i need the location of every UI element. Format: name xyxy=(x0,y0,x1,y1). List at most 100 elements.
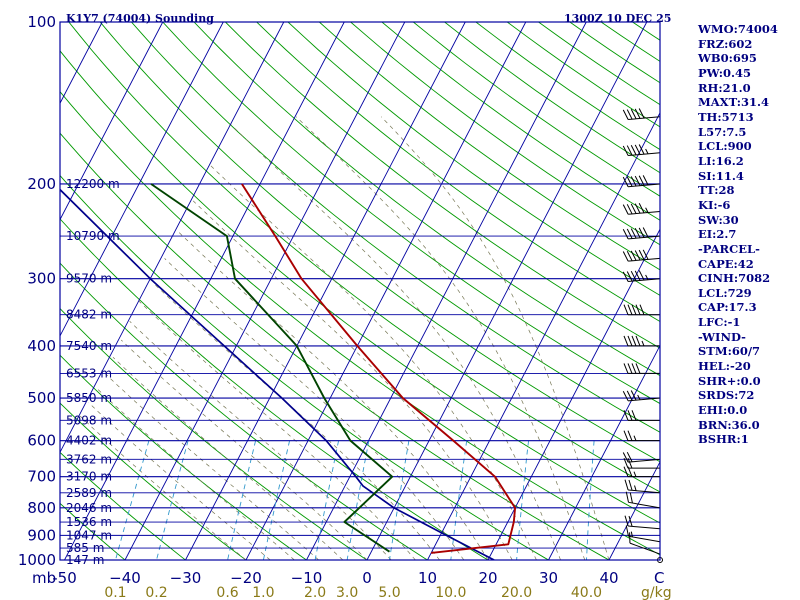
dry-adiabat xyxy=(60,307,368,560)
mixing-ratio-label: 0.1 xyxy=(104,585,126,600)
moist-adiabat xyxy=(192,200,513,560)
index-line: MAXT:31.4 xyxy=(698,95,769,110)
dewpoint-trace xyxy=(150,183,394,553)
dry-adiabat xyxy=(162,22,660,405)
wind-barb xyxy=(622,390,661,402)
index-line: SHR+:0.0 xyxy=(698,373,761,388)
moist-adiabat xyxy=(164,258,465,560)
temperature-tick-label: -50 xyxy=(52,569,77,587)
index-line: EHI:0.0 xyxy=(698,403,748,418)
isotherm xyxy=(245,22,527,560)
pressure-tick-label: 800 xyxy=(27,499,56,517)
height-label: 9570 m xyxy=(66,272,112,286)
dry-adiabat xyxy=(60,354,308,560)
wind-barb xyxy=(623,304,660,316)
wind-barb xyxy=(625,525,661,543)
mixing-ratio-unit-label: g/kg xyxy=(641,585,672,600)
index-line: -PARCEL- xyxy=(698,241,760,256)
index-line: HEL:-20 xyxy=(698,359,751,374)
isotherm xyxy=(487,228,660,560)
temperature-tick-label: −10 xyxy=(291,569,323,587)
dry-adiabat xyxy=(60,50,660,524)
index-line: TH:5713 xyxy=(698,109,754,124)
dry-adiabat xyxy=(381,22,660,221)
index-line: L57:7.5 xyxy=(698,124,747,139)
dry-adiabat xyxy=(225,22,660,349)
wind-barb xyxy=(623,363,660,374)
temperature-tick-label: 30 xyxy=(539,569,558,587)
temperature-tick-label: 20 xyxy=(478,569,497,587)
moist-adiabat xyxy=(177,231,489,560)
valid-time: 1300Z 10 DEC 25 xyxy=(564,12,671,25)
station-title: K1Y7 (74004) Sounding xyxy=(66,12,214,25)
wind-barb xyxy=(622,108,661,121)
index-line: LCL:729 xyxy=(698,285,752,300)
temperature-unit-label: C xyxy=(654,569,664,587)
index-line: -WIND- xyxy=(698,329,746,344)
pressure-tick-label: 400 xyxy=(27,337,56,355)
mixing-ratio-line xyxy=(227,440,257,560)
isotherm xyxy=(366,22,648,560)
isotherm xyxy=(608,460,660,560)
pressure-tick-label: 1000 xyxy=(18,551,56,569)
height-label: 2589 m xyxy=(66,486,112,500)
height-label: 5098 m xyxy=(66,413,112,427)
dry-adiabat xyxy=(350,22,660,246)
mixing-ratio-line xyxy=(389,440,410,560)
moist-adiabat xyxy=(104,373,319,560)
dry-adiabat xyxy=(60,262,429,560)
height-label: 5850 m xyxy=(66,391,112,405)
index-line: STM:60/7 xyxy=(698,344,761,359)
index-line: WMO:74004 xyxy=(698,22,778,36)
mixing-ratio-label: 1.0 xyxy=(252,585,274,600)
pressure-tick-label: 700 xyxy=(27,468,56,486)
wind-barb xyxy=(622,227,661,240)
wind-barb xyxy=(622,175,661,188)
mixing-ratio-label: 40.0 xyxy=(571,585,602,600)
pressure-tick-label: 500 xyxy=(27,389,56,407)
pressure-tick-label: 300 xyxy=(27,270,56,288)
mixing-ratio-line xyxy=(516,440,530,560)
index-line: LFC:-1 xyxy=(698,315,741,330)
isotherm xyxy=(185,22,466,560)
index-line: CINH:7082 xyxy=(698,271,771,286)
height-label: 147 m xyxy=(66,553,104,567)
moist-adiabat xyxy=(112,357,344,560)
isotherm xyxy=(124,22,406,560)
wind-barb xyxy=(622,451,661,463)
plot-frame xyxy=(59,21,661,561)
index-line: SW:30 xyxy=(698,212,739,227)
index-line: KI:-6 xyxy=(698,197,731,212)
dry-adiabat xyxy=(99,22,660,463)
height-label: 7540 m xyxy=(66,339,112,353)
temperature-tick-label: −30 xyxy=(170,569,202,587)
height-label: 1047 m xyxy=(66,528,112,542)
index-line: RH:21.0 xyxy=(698,80,751,95)
wind-barb xyxy=(624,515,661,530)
wind-barb xyxy=(622,203,661,215)
isotherm xyxy=(427,111,660,560)
pressure-tick-label: 100 xyxy=(27,13,56,31)
wind-barb xyxy=(623,410,660,421)
temperature-tick-label: 40 xyxy=(599,569,618,587)
height-label: 12200 m xyxy=(66,177,120,191)
mixing-ratio-line xyxy=(450,440,468,560)
dry-adiabat xyxy=(506,22,660,128)
pressure-tick-label: 200 xyxy=(27,175,56,193)
height-label: 1536 m xyxy=(66,515,112,529)
index-line: SI:11.4 xyxy=(698,168,744,183)
index-line: FRZ:602 xyxy=(698,36,753,51)
indices-panel: WMO:74004 FRZ:602 WB0:695 PW:0.45 RH:21.0 MAX… xyxy=(698,22,798,447)
height-label: 3762 m xyxy=(66,452,112,466)
pressure-unit-label: mb xyxy=(32,569,56,587)
index-line: EI:2.7 xyxy=(698,227,737,242)
wind-barb xyxy=(622,270,661,282)
height-label: 3170 m xyxy=(66,470,112,484)
mixing-ratio-label: 20.0 xyxy=(501,585,532,600)
mixing-ratio-line xyxy=(262,440,291,560)
index-line: BSHR:1 xyxy=(698,432,749,447)
height-label: 8482 m xyxy=(66,308,112,322)
index-line: WB0:695 xyxy=(698,51,757,66)
pressure-tick-label: 900 xyxy=(27,526,56,544)
mixing-ratio-label: 10.0 xyxy=(435,585,466,600)
